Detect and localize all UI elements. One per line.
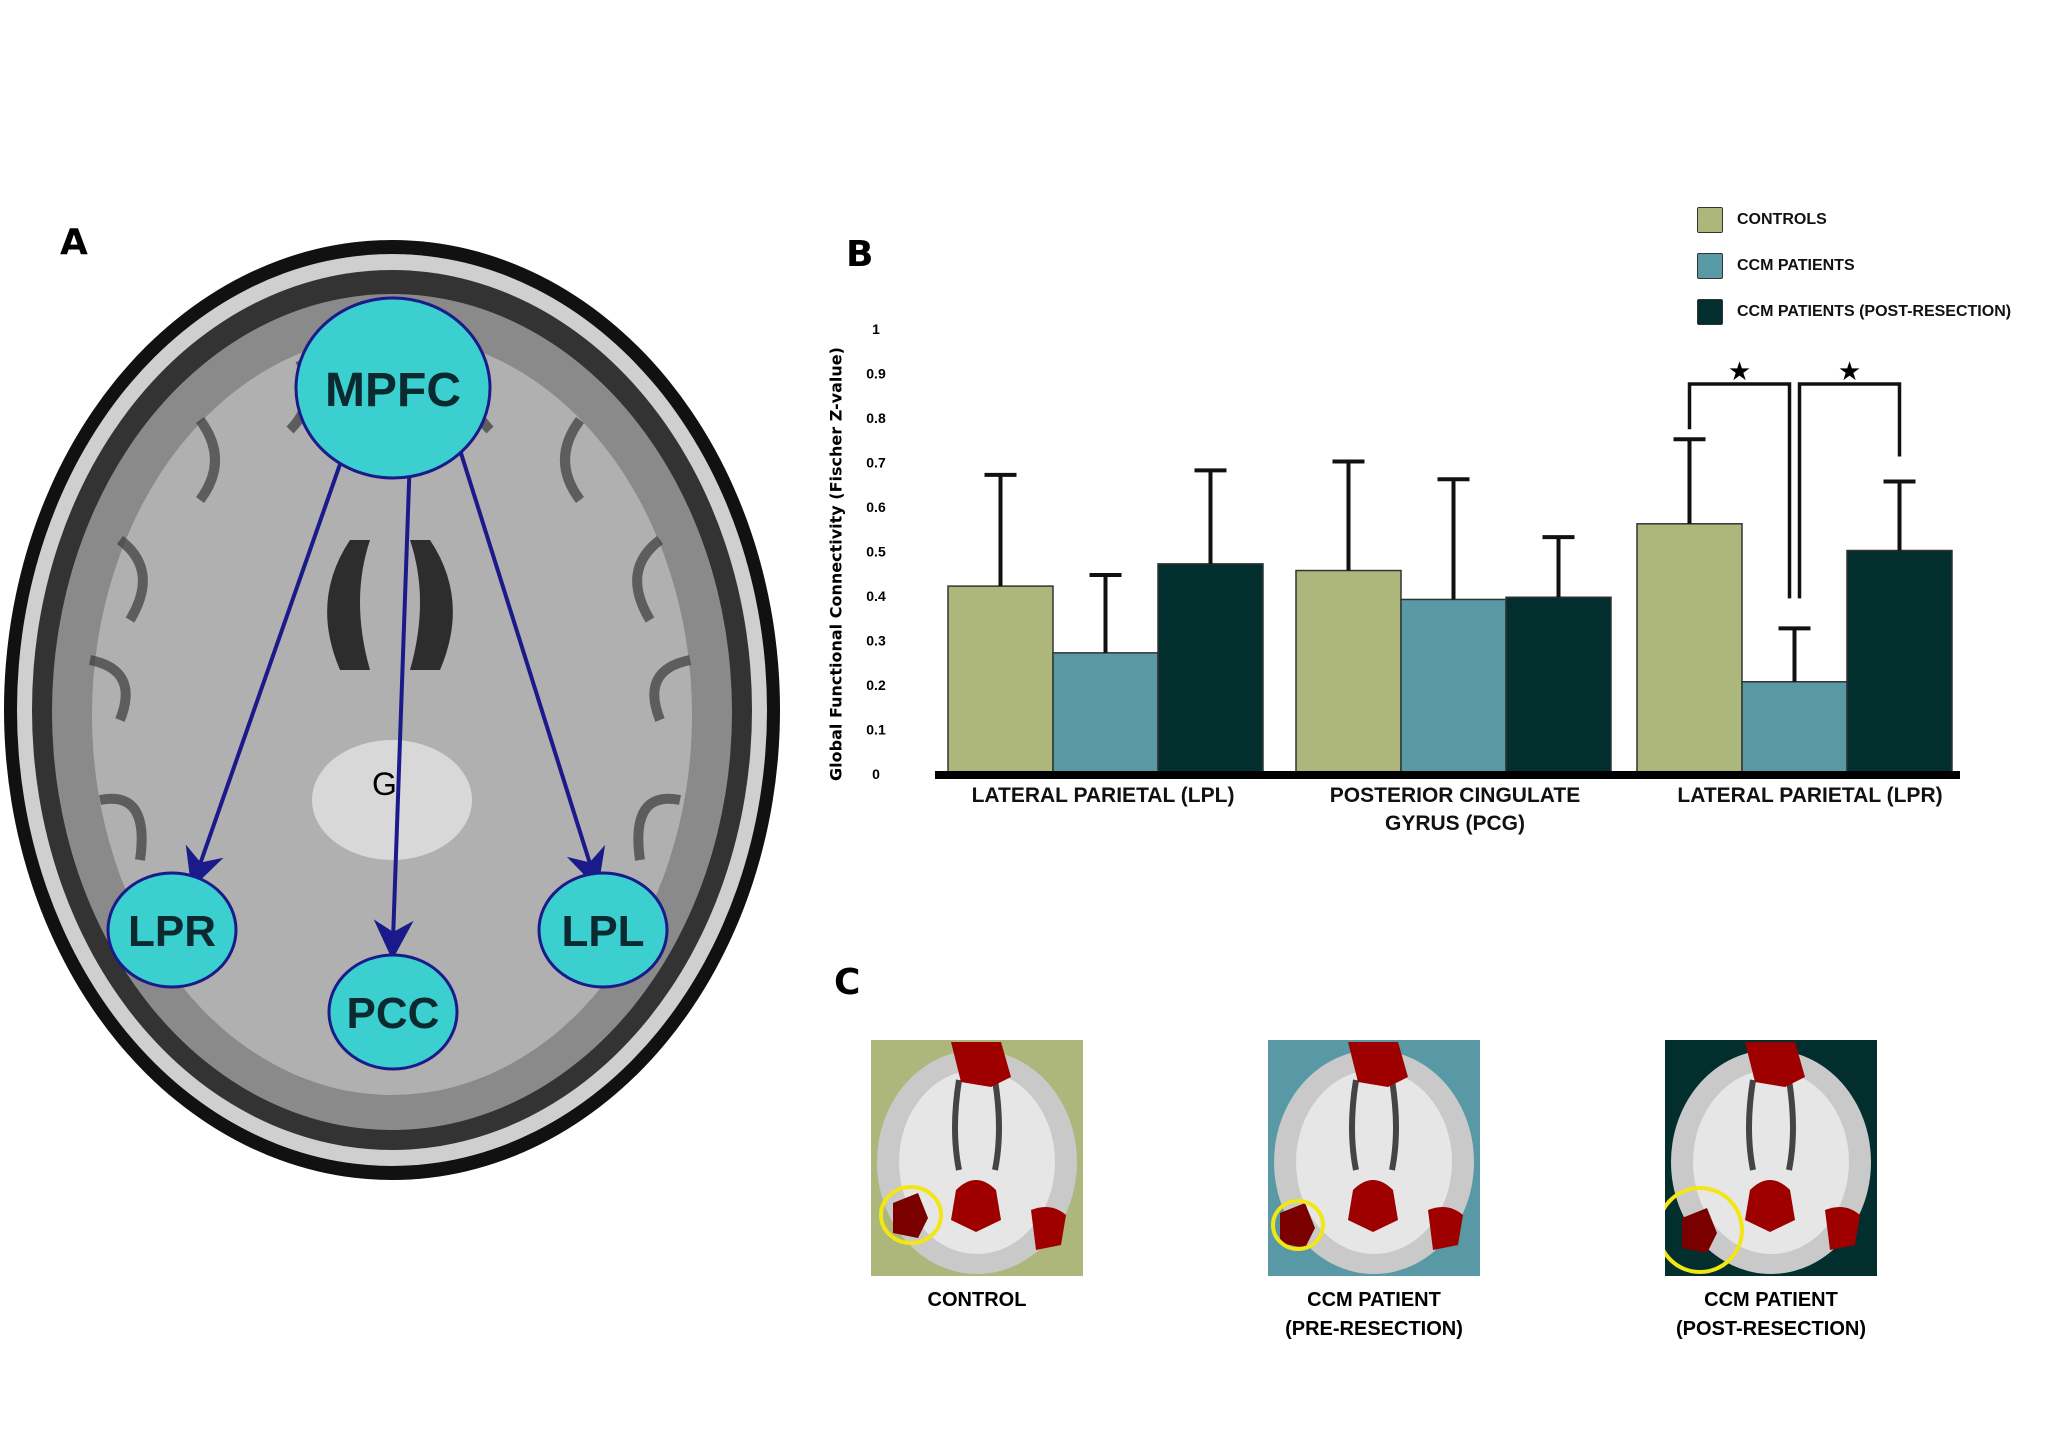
legend-ccm-patients: CCM PATIENTS [1697,253,1855,279]
y-tick-label: 0.7 [866,455,886,471]
bar-0-1 [1052,652,1159,774]
scan-caption-line: CONTROL [927,1289,1027,1311]
node-pcc: PCC [327,953,459,1071]
panel-label-c: C [834,962,861,1003]
brain-activation-map [1656,1042,1871,1274]
legend-label: CCM PATIENTS [1737,257,1855,274]
brain-scan-1 [1268,1040,1480,1276]
y-tick-label: 0.8 [866,410,886,426]
bar-2-2 [1846,549,1953,774]
y-tick-label: 0.5 [866,544,886,560]
svg-text:MPFC: MPFC [325,364,461,417]
y-tick-label: 0.4 [866,588,886,604]
legend-swatch-controls [1697,207,1723,233]
significance-bracket [1687,382,1792,599]
node-mpfc: MPFC [294,296,492,480]
scan-caption-line: (PRE-RESECTION) [1285,1318,1463,1340]
x-category-line: LATERAL PARIETAL (LPL) [971,784,1235,807]
x-category-label: LATERAL PARIETAL (LPL) [923,782,1283,810]
y-tick-label: 0.2 [866,677,886,693]
bar-2-0 [1636,523,1743,774]
y-tick-label: 0.1 [866,722,886,738]
scan-caption: CCM PATIENT (POST-RESECTION) [1621,1286,1921,1344]
connectivity-arrows [185,449,606,960]
bar-1-2 [1505,596,1612,774]
significance-bracket [1797,382,1902,599]
legend-label: CONTROLS [1737,211,1827,228]
legend-label: CCM PATIENTS (POST-RESECTION) [1737,303,2012,320]
y-tick-label: 0 [872,766,880,782]
marker-g: G [372,766,397,802]
scan-caption: CCM PATIENT (PRE-RESECTION) [1224,1286,1524,1344]
legend-controls: CONTROLS [1697,207,1827,233]
x-category-label: POSTERIOR CINGULATE GYRUS (PCG) [1275,782,1635,838]
bar-1-1 [1400,598,1507,774]
svg-text:LPL: LPL [561,907,644,956]
node-lpl: LPL [537,871,669,989]
y-tick-label: 1 [872,321,880,337]
scan-caption: CONTROL [827,1286,1127,1315]
brain-activation-map [877,1042,1077,1274]
x-category-line: GYRUS (PCG) [1384,812,1525,835]
legend-ccm-post: CCM PATIENTS (POST-RESECTION) [1697,299,2011,325]
panel-label-b: B [846,234,874,275]
bar-0-2 [1157,563,1264,774]
bar-1-0 [1295,569,1402,774]
scan-caption-line: CCM PATIENT [1307,1289,1441,1311]
y-tick-label: 0.9 [866,366,886,382]
bar-chart: 0 0.1 0.2 0.3 0.4 0.5 0.6 0.7 0.8 0.9 1 ★ ★ [866,321,1960,782]
bar-0-0 [947,585,1054,774]
scan-caption-line: (POST-RESECTION) [1675,1318,1866,1340]
x-category-label: LATERAL PARIETAL (LPR) [1630,782,1990,810]
y-tick-label: 0.6 [866,499,886,515]
panel-label-a: A [60,222,88,263]
x-category-line: LATERAL PARIETAL (LPR) [1677,784,1943,807]
svg-text:LPR: LPR [128,907,216,956]
bar-2-1 [1741,681,1848,774]
legend-swatch-ccm [1697,253,1723,279]
brain-mri-axial: G MPFC LPR PCC LPL [4,240,780,1180]
significance-star: ★ [1728,356,1751,386]
x-category-line: POSTERIOR CINGULATE [1329,784,1581,807]
svg-text:PCC: PCC [347,989,440,1038]
brain-scan-0 [871,1040,1083,1276]
legend-swatch-ccm-post [1697,299,1723,325]
brain-activation-map [1271,1042,1474,1274]
scan-caption-line: CCM PATIENT [1704,1289,1838,1311]
y-tick-label: 0.3 [866,633,886,649]
significance-star: ★ [1838,356,1861,386]
node-lpr: LPR [106,871,238,989]
brain-scan-2 [1656,1040,1877,1276]
